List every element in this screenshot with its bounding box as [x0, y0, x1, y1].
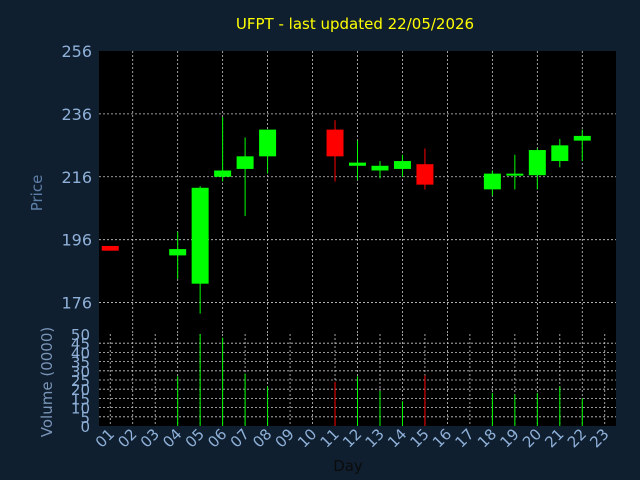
day-axis-ticks: 0102030405060708091011121314151617181920…	[92, 425, 613, 451]
volume-tick-label: 50	[71, 326, 90, 344]
candle-body	[506, 173, 524, 176]
volume-tick-label: 10	[71, 400, 90, 418]
price-tick-label: 236	[61, 105, 92, 124]
volume-series	[177, 334, 583, 426]
volume-tick-label: 20	[71, 381, 90, 399]
volume-tick-label: 15	[71, 390, 90, 408]
volume-tick-label: 40	[71, 344, 90, 362]
candle-body	[573, 135, 591, 141]
candle-body	[349, 162, 366, 166]
candle-body	[483, 173, 501, 190]
candle-body	[259, 129, 277, 157]
candle-body	[551, 145, 569, 162]
candle-body	[236, 156, 254, 169]
candle-body	[393, 161, 411, 169]
volume-tick-label: 30	[71, 363, 90, 381]
volume-tick-label: 5	[80, 409, 90, 427]
candle-body	[101, 245, 119, 251]
volume-tick-label: 35	[71, 354, 90, 372]
volume-tick-label: 25	[71, 372, 90, 390]
candle-body	[169, 249, 187, 256]
price-tick-label: 256	[61, 42, 92, 61]
price-tick-label: 196	[61, 231, 92, 250]
candle-body	[326, 129, 344, 157]
price-tick-label: 216	[61, 168, 92, 187]
volume-tick-label: 45	[71, 335, 90, 353]
volume-axis-label: Volume (0000)	[38, 327, 56, 437]
candle-body	[528, 150, 546, 176]
day-axis-label: Day	[333, 457, 363, 475]
candle-body	[191, 187, 209, 284]
volume-tick-label: 0	[80, 418, 90, 436]
candle-body	[214, 170, 232, 177]
candle-body	[416, 164, 434, 185]
candlestick-series	[101, 117, 591, 314]
candle-body	[371, 165, 389, 171]
price-axis-label: Price	[28, 175, 46, 212]
price-axis-ticks: 176 196 216 236 256	[61, 42, 92, 313]
day-tick-label: 23	[586, 425, 612, 451]
price-tick-label: 176	[61, 294, 92, 313]
chart-title: UFPT - last updated 22/05/2026	[236, 15, 474, 33]
